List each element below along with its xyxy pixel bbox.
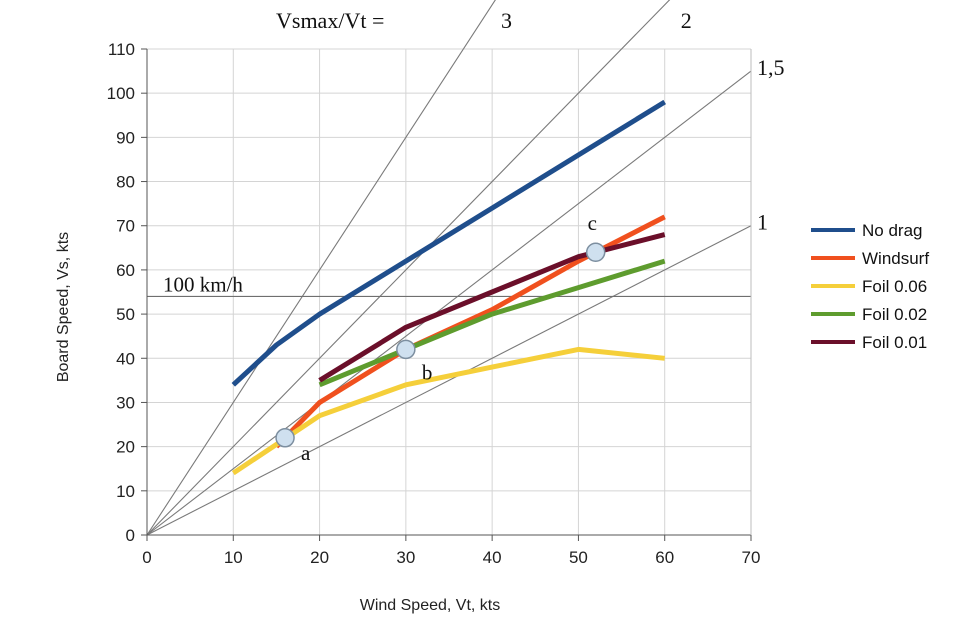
- tick-labels: 0 10 20 30 40 50 60 70 80 90 100 110 0 10 20 30 40 50 60 70: [107, 40, 761, 567]
- y-tick-label: 100: [107, 84, 135, 103]
- x-tick-label: 0: [142, 548, 151, 567]
- y-tick-label: 110: [108, 40, 135, 59]
- ratio-line: [146, 0, 671, 536]
- legend-label: No drag: [862, 221, 922, 240]
- y-tick-label: 90: [116, 128, 135, 147]
- plot-border: [141, 48, 752, 541]
- y-tick-label: 60: [116, 261, 135, 280]
- legend-label: Foil 0.06: [862, 277, 927, 296]
- annotation-label: a: [301, 441, 311, 465]
- ratio-line: [146, 225, 752, 536]
- series-line: [231, 99, 667, 387]
- ratio-line-label: 2: [681, 8, 692, 33]
- annotations-group: a b c: [275, 211, 606, 465]
- ratio-line: [146, 70, 752, 536]
- series-line: [318, 232, 666, 383]
- legend: No drag Windsurf Foil 0.06 Foil 0.02 Foil 0.…: [811, 221, 929, 352]
- y-tick-label: 0: [126, 526, 135, 545]
- annotation-label: b: [422, 360, 433, 384]
- legend-label: Foil 0.02: [862, 305, 927, 324]
- ratio-line-label: 3: [501, 8, 512, 33]
- annotation-marker: [585, 242, 606, 262]
- ratio-line-label: 1: [757, 210, 768, 235]
- y-tick-label: 10: [116, 482, 135, 501]
- x-tick-label: 20: [310, 548, 329, 567]
- reference-line-label: 100 km/h: [163, 272, 243, 296]
- x-axis-title: Wind Speed, Vt, kts: [360, 597, 501, 614]
- y-tick-label: 80: [116, 173, 135, 192]
- annotation-label: c: [588, 211, 597, 235]
- x-tick-label: 70: [742, 548, 761, 567]
- ratio-line: [146, 0, 496, 536]
- legend-label: Windsurf: [862, 249, 929, 268]
- x-tick-label: 10: [224, 548, 243, 567]
- reference-line-group: 100 km/h: [147, 272, 751, 298]
- y-tick-label: 20: [116, 438, 135, 457]
- ratio-lines: 3 21,51: [146, 0, 785, 536]
- series-line: [231, 346, 665, 476]
- legend-label: Foil 0.01: [862, 333, 927, 352]
- header-label: Vsmax/Vt =: [276, 8, 384, 33]
- x-tick-label: 50: [569, 548, 588, 567]
- y-axis-title: Board Speed, Vs, kts: [55, 232, 72, 382]
- x-tick-label: 60: [655, 548, 674, 567]
- y-tick-label: 70: [116, 217, 135, 236]
- series-group: [231, 99, 667, 476]
- ratio-line-label: 1,5: [757, 55, 785, 80]
- annotation-marker: [275, 428, 295, 448]
- y-tick-label: 30: [116, 393, 135, 412]
- series-line: [318, 258, 666, 388]
- y-tick-label: 40: [116, 349, 135, 368]
- x-tick-label: 30: [396, 548, 415, 567]
- annotation-marker: [396, 339, 416, 360]
- y-tick-label: 50: [116, 305, 135, 324]
- x-tick-label: 40: [483, 548, 502, 567]
